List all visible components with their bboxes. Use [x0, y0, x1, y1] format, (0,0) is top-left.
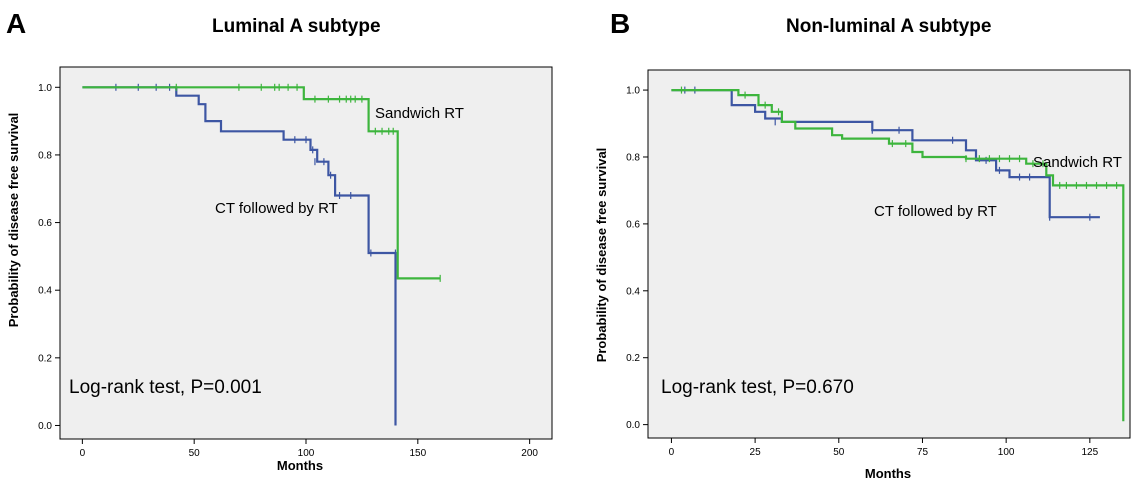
y-axis-title: Probability of disease free survival — [594, 148, 609, 363]
panel-a: A Luminal A subtype 0.0 0.2 0.4 0.6 0.8 1.0 0 5… — [0, 0, 566, 479]
y-tick-label: 0.8 — [38, 150, 52, 161]
panel-letter: A — [6, 8, 27, 39]
plot-area — [647, 69, 1131, 439]
y-tick-label: 0.0 — [38, 421, 52, 432]
series-label: CT followed by RT — [215, 200, 338, 217]
x-tick-label: 50 — [833, 447, 845, 458]
x-tick-label: 75 — [917, 447, 929, 458]
series-label: Sandwich RT — [1033, 154, 1122, 171]
x-axis-title: Months — [277, 458, 323, 473]
y-tick-label: 0.2 — [38, 353, 52, 364]
chart-title: Non-luminal A subtype — [786, 16, 992, 37]
y-tick-label: 1.0 — [38, 83, 52, 94]
x-tick-label: 100 — [998, 447, 1015, 458]
panel-b: B Non-luminal A subtype 0.0 0.2 0.4 0.6 0.8 1… — [566, 0, 1133, 479]
plot-area — [59, 66, 553, 440]
x-tick-label: 200 — [521, 448, 538, 459]
series-label: Sandwich RT — [375, 105, 464, 122]
y-tick-label: 0.4 — [38, 286, 52, 297]
y-tick-label: 0.2 — [626, 353, 640, 364]
x-tick-label: 125 — [1081, 447, 1098, 458]
km-series-line — [671, 89, 1100, 219]
panel-letter: B — [610, 8, 631, 39]
y-tick-label: 0.0 — [626, 420, 640, 431]
y-tick-label: 0.6 — [626, 219, 640, 230]
km-chart-luminal-a: 0.0 0.2 0.4 0.6 0.8 1.0 0 50 100 150 200 Months Prob… — [6, 66, 553, 473]
x-tick-label: 0 — [669, 447, 675, 458]
x-tick-label: 50 — [189, 448, 201, 459]
y-tick-label: 0.6 — [38, 218, 52, 229]
series-label: CT followed by RT — [874, 203, 997, 220]
x-tick-label: 150 — [409, 448, 426, 459]
x-axis-title: Months — [865, 466, 911, 479]
y-tick-label: 1.0 — [626, 86, 640, 97]
x-tick-label: 25 — [750, 447, 762, 458]
log-rank-annotation: Log-rank test, P=0.001 — [69, 377, 262, 398]
x-tick-label: 100 — [298, 448, 315, 459]
km-series-line — [82, 86, 397, 426]
x-tick-label: 0 — [80, 448, 86, 459]
km-series-line — [671, 89, 1125, 422]
y-tick-label: 0.8 — [626, 152, 640, 163]
km-chart-non-luminal-a: 0.0 0.2 0.4 0.6 0.8 1.0 0 25 50 75 100 125 Months Pro… — [594, 69, 1131, 479]
chart-title: Luminal A subtype — [212, 16, 381, 37]
km-series-line — [82, 86, 441, 280]
log-rank-annotation: Log-rank test, P=0.670 — [661, 377, 854, 398]
y-tick-label: 0.4 — [626, 286, 640, 297]
y-axis-title: Probability of disease free survival — [6, 113, 21, 328]
